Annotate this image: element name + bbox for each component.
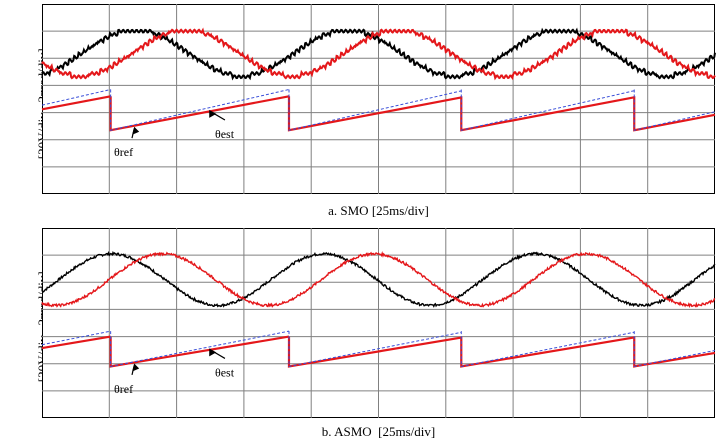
caption-smo: a. SMO [25ms/div]: [328, 203, 429, 218]
red-voltage-trace: [41, 250, 716, 309]
scope-plot-asmo: θref θest: [41, 228, 716, 418]
caption-asmo: b. ASMO [25ms/div]: [321, 424, 436, 439]
scope-plot-smo: θref θest: [41, 4, 716, 194]
theta-ref-arrowhead: [132, 363, 140, 372]
scope-panel-smo: θref θest: [41, 4, 716, 194]
red-voltage-trace: [41, 27, 716, 81]
theta-est-label: θest: [215, 127, 235, 141]
theta-est-label: θest: [215, 365, 235, 379]
theta-est-trace: [41, 330, 716, 368]
theta-est-arrowhead: [209, 109, 217, 118]
theta-ref-arrowhead: [132, 126, 140, 135]
theta-ref-label: θref: [114, 145, 133, 159]
theta-est-trace: [41, 89, 716, 131]
scope-panel-asmo: θref θest: [41, 228, 716, 418]
theta-est-arrowhead: [209, 348, 217, 357]
theta-ref-label: θref: [114, 382, 133, 396]
black-voltage-trace: [41, 250, 716, 308]
black-voltage-trace: [41, 27, 716, 81]
